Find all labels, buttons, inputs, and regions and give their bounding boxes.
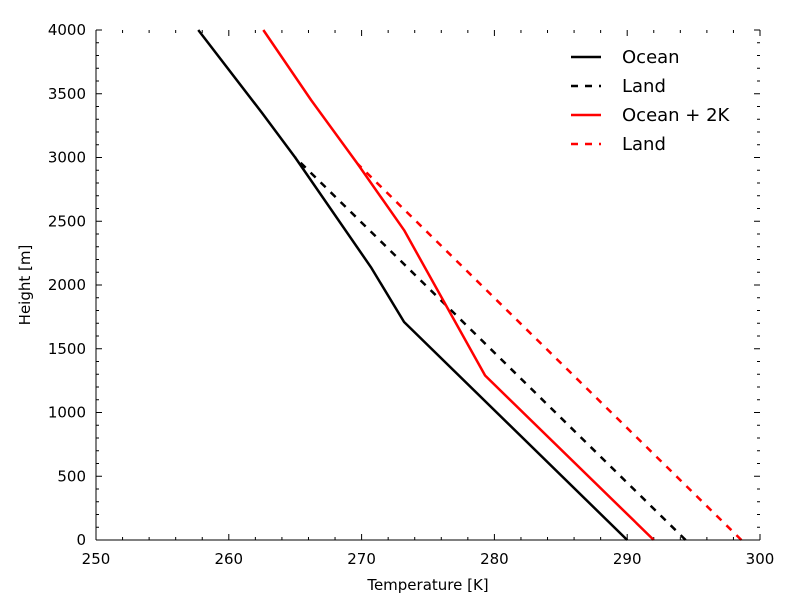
series-line-1 xyxy=(197,29,629,541)
x-tick-label: 270 xyxy=(347,550,376,568)
y-tick-label: 3000 xyxy=(48,149,86,167)
y-tick-label: 2500 xyxy=(48,212,86,230)
series-line-2 xyxy=(294,156,687,541)
legend-label-3: Ocean + 2K xyxy=(622,105,731,126)
x-tick-label: 250 xyxy=(82,550,111,568)
axes-spines xyxy=(95,30,760,541)
legend: Ocean Land Ocean + 2K Land xyxy=(571,47,731,155)
axis-ticks xyxy=(95,29,761,541)
legend-label-1: Ocean xyxy=(622,47,680,68)
x-axis-label: Temperature [K] xyxy=(366,576,488,594)
y-tick-label: 2000 xyxy=(48,276,86,294)
x-tick-label: 260 xyxy=(214,550,243,568)
y-tick-label: 0 xyxy=(76,531,86,549)
y-axis-label: Height [m] xyxy=(16,245,34,326)
y-tick-label: 1500 xyxy=(48,340,86,358)
y-tick-labels: 0 500 1000 1500 2000 2500 3000 3500 4000 xyxy=(48,21,86,549)
legend-label-4: Land xyxy=(622,134,666,155)
series-line-4 xyxy=(356,162,743,541)
y-tick-label: 4000 xyxy=(48,21,86,39)
y-tick-label: 1000 xyxy=(48,404,86,422)
legend-label-2: Land xyxy=(622,76,666,97)
y-tick-label: 3500 xyxy=(48,85,86,103)
x-tick-label: 290 xyxy=(613,550,642,568)
series-line-3 xyxy=(262,29,655,541)
x-tick-label: 300 xyxy=(746,550,775,568)
x-tick-label: 280 xyxy=(480,550,509,568)
series-lines xyxy=(197,29,743,541)
y-tick-label: 500 xyxy=(57,467,86,485)
x-tick-labels: 250 260 270 280 290 300 xyxy=(82,550,775,568)
